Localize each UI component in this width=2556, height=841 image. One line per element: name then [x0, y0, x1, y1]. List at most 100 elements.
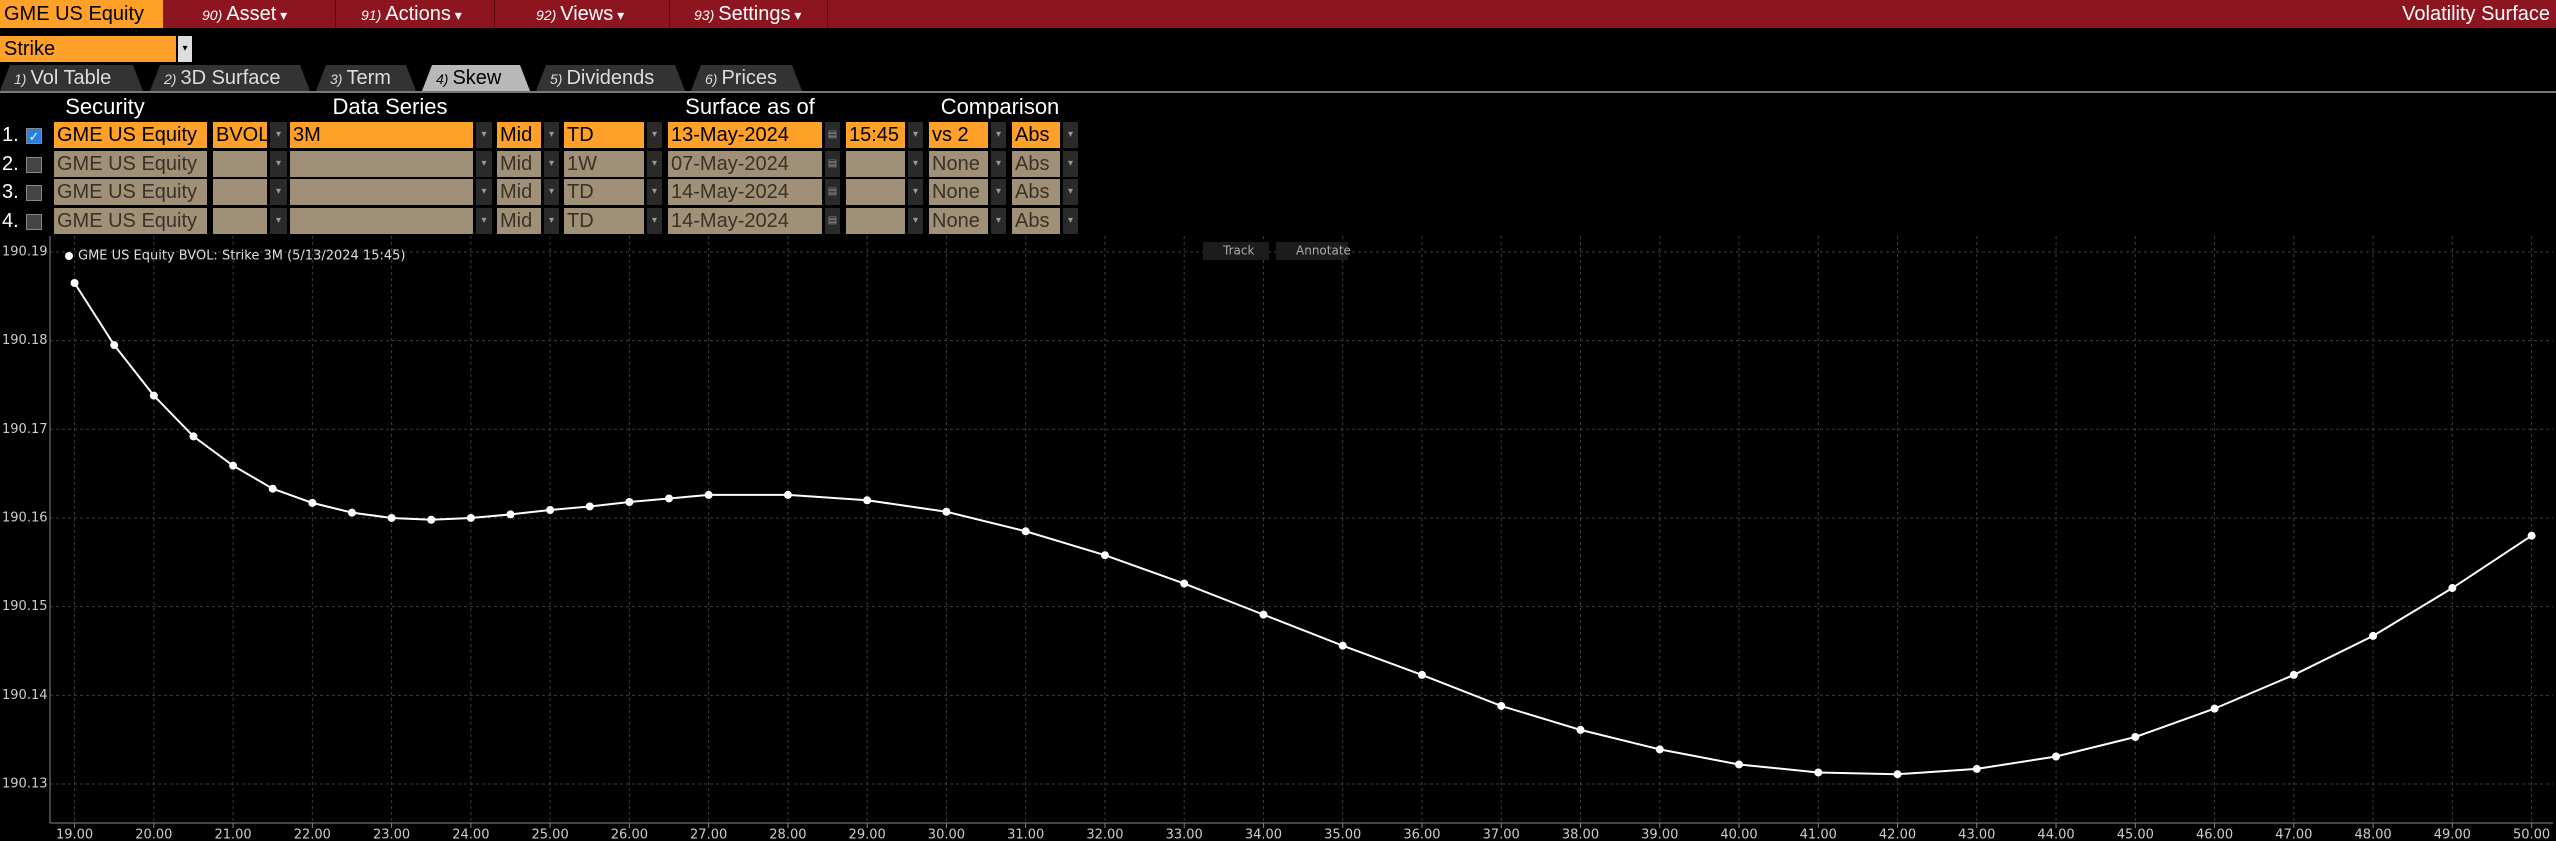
calendar-button[interactable]: ▤	[825, 150, 840, 177]
menu-label: Views	[560, 3, 614, 25]
tab[interactable]: 3) Term	[316, 65, 416, 91]
field-time[interactable]	[846, 179, 905, 205]
row-checkbox[interactable]	[26, 213, 42, 230]
field-comparison[interactable]: vs 2	[929, 122, 988, 148]
field-arrow[interactable]: ▾	[1063, 207, 1078, 234]
tab[interactable]: 1) Vol Table	[0, 65, 143, 91]
field-arrow[interactable]: ▾	[476, 207, 492, 234]
field-arrow[interactable]: ▾	[991, 207, 1006, 234]
field-side[interactable]: Mid	[497, 207, 541, 234]
field-mode[interactable]: TD	[564, 122, 644, 148]
field-arrow[interactable]: ▾	[544, 207, 559, 234]
field-mode[interactable]: TD	[564, 179, 644, 205]
field-source[interactable]: BVOL	[213, 122, 267, 148]
field-date[interactable]: 14-May-2024	[668, 179, 822, 205]
row-checkbox[interactable]: ✓	[26, 128, 42, 144]
field-mode[interactable]: 1W	[564, 150, 644, 177]
field-arrow[interactable]: ▾	[647, 150, 662, 177]
field-source[interactable]	[213, 207, 267, 234]
field-type[interactable]: Abs	[1012, 179, 1060, 205]
row-index: 4.	[2, 209, 19, 232]
field-series[interactable]	[290, 207, 473, 234]
field-arrow[interactable]: ▾	[476, 179, 492, 205]
field-series[interactable]	[290, 150, 473, 177]
calendar-button[interactable]: ▤	[825, 122, 840, 148]
menu-button[interactable]: 90) Asset ▾	[196, 0, 336, 28]
field-arrow[interactable]: ▾	[908, 122, 923, 148]
field-time[interactable]	[846, 150, 905, 177]
field-series[interactable]: 3M	[290, 122, 473, 148]
field-arrow[interactable]: ▾	[908, 179, 923, 205]
field-side[interactable]: Mid	[497, 122, 541, 148]
tab[interactable]: 6) Prices	[691, 65, 802, 91]
field-comparison[interactable]: None	[929, 207, 988, 234]
field-arrow[interactable]: ▾	[544, 179, 559, 205]
field-arrow[interactable]: ▾	[476, 122, 492, 148]
data-point	[110, 341, 119, 350]
field-arrow[interactable]: ▾	[1063, 179, 1078, 205]
field-time[interactable]	[846, 207, 905, 234]
data-point	[2527, 531, 2536, 540]
field-arrow[interactable]: ▾	[270, 207, 287, 234]
field-comparison[interactable]: None	[929, 150, 988, 177]
row-checkbox[interactable]	[26, 185, 42, 201]
tab[interactable]: 5) Dividends	[536, 65, 685, 91]
field-arrow[interactable]: ▾	[270, 122, 287, 148]
field-security[interactable]: GME US Equity	[54, 150, 207, 177]
menu-button[interactable]: 92) Views ▾	[530, 0, 670, 28]
field-source[interactable]	[213, 179, 267, 205]
field-arrow[interactable]: ▾	[991, 150, 1006, 177]
field-type[interactable]: Abs	[1012, 122, 1060, 148]
y-tick-label: 190.19	[2, 244, 48, 259]
x-tick-label: 31.00	[1007, 828, 1044, 841]
chart-tool-button[interactable]	[1203, 242, 1269, 260]
tab-key: 5)	[550, 71, 563, 87]
field-date[interactable]: 13-May-2024	[668, 122, 822, 148]
field-security[interactable]: GME US Equity	[54, 207, 207, 234]
field-arrow[interactable]: ▾	[991, 122, 1006, 148]
menu-label: Actions	[385, 3, 451, 25]
field-arrow[interactable]: ▾	[908, 150, 923, 177]
data-point	[1021, 527, 1030, 536]
field-arrow[interactable]: ▾	[544, 150, 559, 177]
field-side[interactable]: Mid	[497, 179, 541, 205]
tab[interactable]: 4) Skew	[422, 65, 530, 91]
field-arrow[interactable]: ▾	[647, 179, 662, 205]
selector-field[interactable]: Strike	[0, 36, 176, 62]
menu-button[interactable]: 93) Settings ▾	[688, 0, 828, 28]
field-arrow[interactable]: ▾	[908, 207, 923, 234]
field-type[interactable]: Abs	[1012, 150, 1060, 177]
tab-label: Term	[346, 67, 391, 89]
field-date[interactable]: 14-May-2024	[668, 207, 822, 234]
field-mode[interactable]: TD	[564, 207, 644, 234]
calendar-button[interactable]: ▤	[825, 207, 840, 234]
field-date[interactable]: 07-May-2024	[668, 150, 822, 177]
x-tick-label: 42.00	[1879, 828, 1916, 841]
menu-button[interactable]: 91) Actions ▾	[355, 0, 495, 28]
field-security[interactable]: GME US Equity	[54, 122, 207, 148]
field-arrow[interactable]: ▾	[544, 122, 559, 148]
selector-arrow[interactable]: ▾	[178, 36, 192, 62]
field-security[interactable]: GME US Equity	[54, 179, 207, 205]
chart-tool-button[interactable]	[1276, 242, 1348, 260]
row-checkbox[interactable]	[26, 156, 42, 173]
field-type[interactable]: Abs	[1012, 207, 1060, 234]
x-tick-label: 26.00	[611, 828, 648, 841]
field-comparison[interactable]: None	[929, 179, 988, 205]
field-arrow[interactable]: ▾	[1063, 122, 1078, 148]
field-arrow[interactable]: ▾	[647, 122, 662, 148]
field-series[interactable]	[290, 179, 473, 205]
field-time[interactable]: 15:45	[846, 122, 905, 148]
field-arrow[interactable]: ▾	[991, 179, 1006, 205]
tab[interactable]: 2) 3D Surface	[150, 65, 310, 91]
x-tick-label: 41.00	[1800, 828, 1837, 841]
field-side[interactable]: Mid	[497, 150, 541, 177]
field-arrow[interactable]: ▾	[476, 150, 492, 177]
field-arrow[interactable]: ▾	[270, 150, 287, 177]
field-arrow[interactable]: ▾	[270, 179, 287, 205]
calendar-button[interactable]: ▤	[825, 179, 840, 205]
field-arrow[interactable]: ▾	[1063, 150, 1078, 177]
security-field[interactable]: GME US Equity	[0, 0, 163, 28]
field-arrow[interactable]: ▾	[647, 207, 662, 234]
field-source[interactable]	[213, 150, 267, 177]
